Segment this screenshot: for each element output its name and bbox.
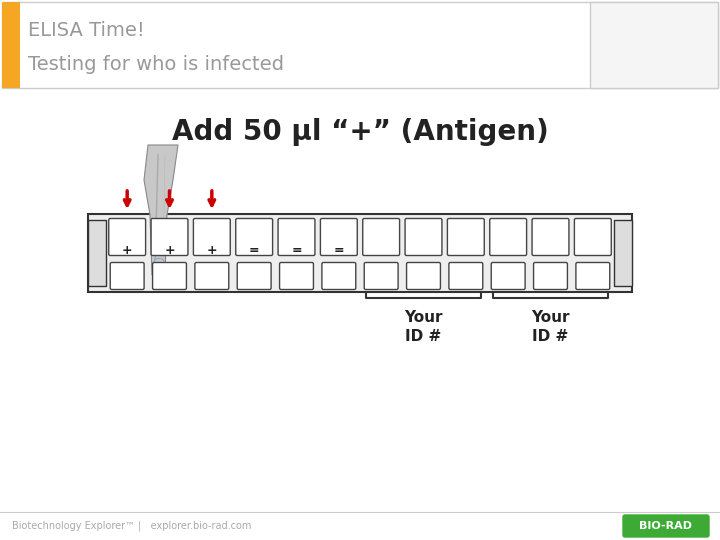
FancyBboxPatch shape [405,219,442,255]
Text: =: = [249,245,259,258]
Bar [2,2,20,88]
Bar [88,220,106,286]
FancyBboxPatch shape [194,219,230,255]
Bar [614,220,632,286]
Bar [88,214,632,292]
Text: Your
ID #: Your ID # [531,310,570,343]
FancyBboxPatch shape [109,219,145,255]
FancyBboxPatch shape [153,262,186,289]
FancyBboxPatch shape [363,219,400,255]
Bar [2,2,718,88]
Text: BIO-RAD: BIO-RAD [639,521,693,531]
FancyBboxPatch shape [195,262,229,289]
Bar [590,2,718,88]
FancyBboxPatch shape [237,262,271,289]
FancyBboxPatch shape [447,219,485,255]
FancyBboxPatch shape [490,219,526,255]
Text: +: + [207,245,217,258]
Ellipse shape [154,259,164,266]
FancyBboxPatch shape [364,262,398,289]
Polygon shape [144,145,178,275]
FancyBboxPatch shape [623,515,709,537]
FancyBboxPatch shape [575,219,611,255]
Text: +: + [164,245,175,258]
Text: +: + [122,245,132,258]
FancyBboxPatch shape [449,262,483,289]
Text: Testing for who is infected: Testing for who is infected [28,55,284,73]
Text: ELISA Time!: ELISA Time! [28,21,145,39]
FancyBboxPatch shape [534,262,567,289]
Text: Biotechnology Explorer™ |   explorer.bio-rad.com: Biotechnology Explorer™ | explorer.bio-r… [12,521,251,531]
FancyBboxPatch shape [576,262,610,289]
Text: =: = [291,245,302,258]
Text: Your
ID #: Your ID # [404,310,443,343]
FancyBboxPatch shape [279,262,313,289]
Text: Add 50 µl “+” (Antigen): Add 50 µl “+” (Antigen) [171,118,549,146]
FancyBboxPatch shape [151,219,188,255]
FancyBboxPatch shape [322,262,356,289]
FancyBboxPatch shape [407,262,441,289]
FancyBboxPatch shape [278,219,315,255]
FancyBboxPatch shape [491,262,525,289]
FancyBboxPatch shape [320,219,357,255]
FancyBboxPatch shape [532,219,569,255]
Text: =: = [333,245,344,258]
FancyBboxPatch shape [110,262,144,289]
FancyBboxPatch shape [235,219,273,255]
